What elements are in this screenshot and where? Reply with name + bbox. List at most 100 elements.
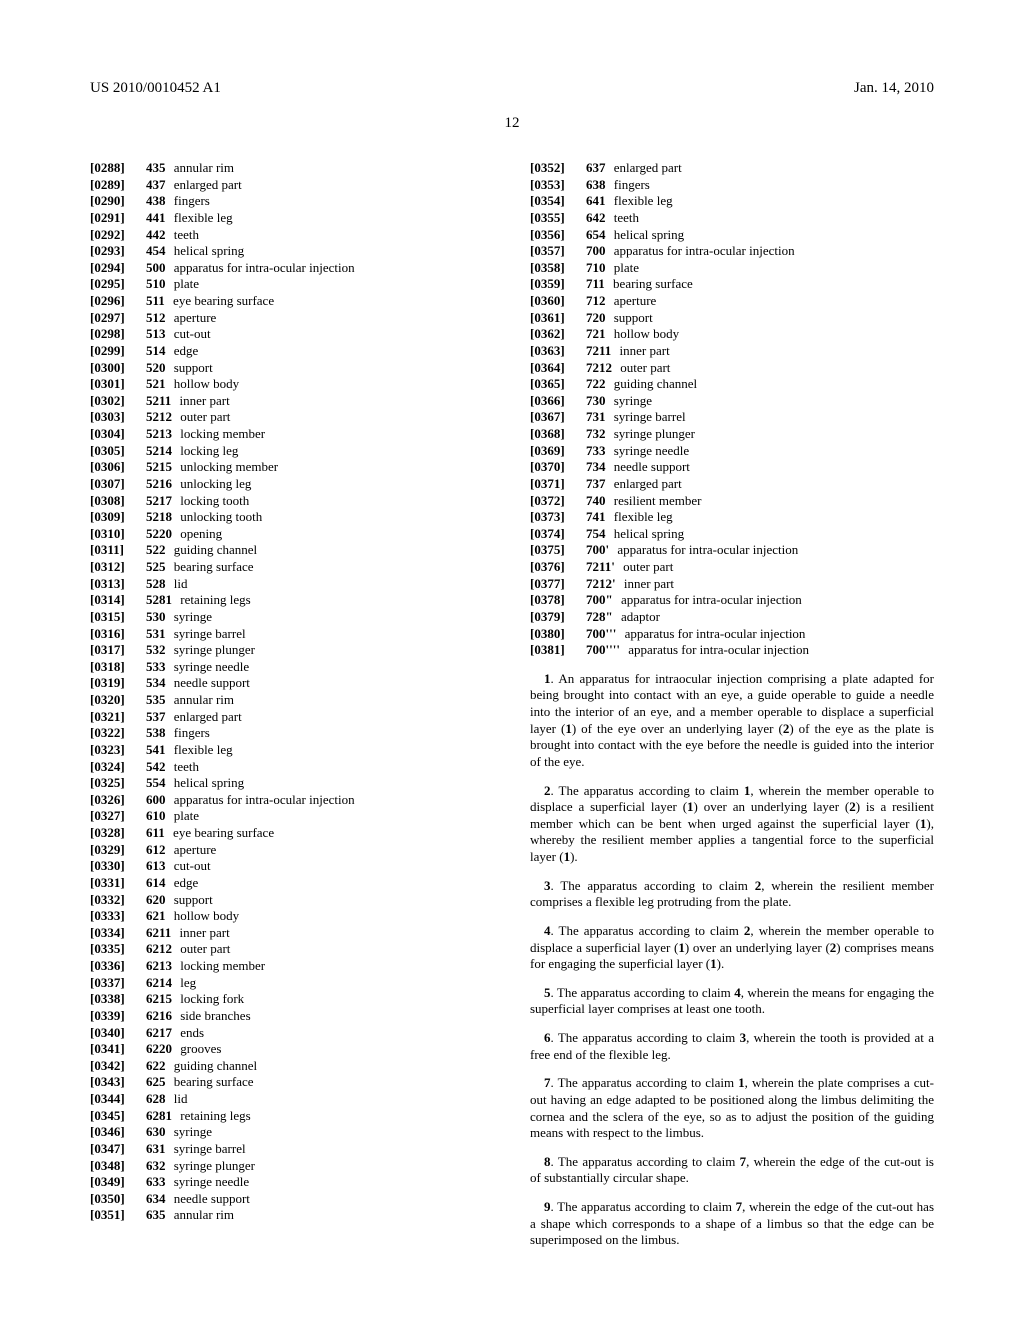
reference-description: plate (611, 260, 640, 275)
reference-number: 513 (146, 326, 166, 341)
reference-description: apparatus for intra-ocular injection (614, 542, 798, 557)
claim-text: . The apparatus according to claim 3, wh… (530, 1030, 934, 1062)
reference-number: 528 (146, 576, 166, 591)
content-columns: [0288]435 annular rim[0289]437 enlarged … (90, 160, 934, 1249)
reference-number: 6220 (146, 1041, 172, 1056)
reference-line: [0325]554 helical spring (90, 775, 494, 792)
paragraph-number: [0335] (90, 941, 146, 958)
reference-text: 633 syringe needle (146, 1174, 249, 1191)
reference-description: side branches (177, 1008, 251, 1023)
claim: 7. The apparatus according to claim 1, w… (530, 1075, 934, 1142)
paragraph-number: [0337] (90, 975, 146, 992)
reference-description: retaining legs (177, 1108, 251, 1123)
publication-date: Jan. 14, 2010 (854, 80, 934, 97)
reference-description: apparatus for intra-ocular injection (171, 792, 355, 807)
claim-text: . The apparatus according to claim 1, wh… (530, 783, 934, 865)
reference-line: [0298]513 cut-out (90, 326, 494, 343)
paragraph-number: [0369] (530, 443, 586, 460)
reference-line: [0322]538 fingers (90, 725, 494, 742)
reference-description: syringe (171, 609, 213, 624)
reference-number: 610 (146, 808, 166, 823)
reference-text: 6216 side branches (146, 1008, 251, 1025)
paragraph-number: [0333] (90, 908, 146, 925)
reference-description: needle support (171, 675, 250, 690)
reference-number: 5214 (146, 443, 172, 458)
reference-line: [0323]541 flexible leg (90, 742, 494, 759)
page-number: 12 (90, 115, 934, 132)
reference-number: 732 (586, 426, 606, 441)
claim-text: . The apparatus according to claim 1, wh… (530, 1075, 934, 1140)
reference-line: [0326]600 apparatus for intra-ocular inj… (90, 792, 494, 809)
reference-number: 712 (586, 293, 606, 308)
reference-description: leg (177, 975, 196, 990)
reference-description: outer part (177, 941, 230, 956)
reference-text: 6215 locking fork (146, 991, 244, 1008)
reference-number: 438 (146, 193, 166, 208)
reference-number: 625 (146, 1074, 166, 1089)
paragraph-number: [0342] (90, 1058, 146, 1075)
reference-description: locking member (177, 958, 265, 973)
reference-line: [0364]7212 outer part (530, 360, 934, 377)
reference-number: 510 (146, 276, 166, 291)
reference-line: [0373]741 flexible leg (530, 509, 934, 526)
paragraph-number: [0359] (530, 276, 586, 293)
reference-text: 720 support (586, 310, 653, 327)
reference-number: 520 (146, 360, 166, 375)
paragraph-number: [0327] (90, 808, 146, 825)
reference-number: 734 (586, 459, 606, 474)
reference-number: 5216 (146, 476, 172, 491)
paragraph-number: [0381] (530, 642, 586, 659)
reference-text: 620 support (146, 892, 213, 909)
reference-line: [0343]625 bearing surface (90, 1074, 494, 1091)
reference-line: [0320]535 annular rim (90, 692, 494, 709)
reference-description: hollow body (611, 326, 680, 341)
paragraph-number: [0289] (90, 177, 146, 194)
reference-description: hollow body (171, 376, 240, 391)
reference-line: [0362]721 hollow body (530, 326, 934, 343)
reference-text: 532 syringe plunger (146, 642, 255, 659)
reference-description: locking tooth (177, 493, 249, 508)
page-header: US 2010/0010452 A1 Jan. 14, 2010 (90, 80, 934, 97)
reference-number: 600 (146, 792, 166, 807)
paragraph-number: [0353] (530, 177, 586, 194)
reference-text: 6212 outer part (146, 941, 230, 958)
reference-description: fingers (171, 725, 210, 740)
reference-line: [0349]633 syringe needle (90, 1174, 494, 1191)
reference-number: 500 (146, 260, 166, 275)
paragraph-number: [0357] (530, 243, 586, 260)
reference-number: 737 (586, 476, 606, 491)
reference-text: 600 apparatus for intra-ocular injection (146, 792, 355, 809)
reference-line: [0331]614 edge (90, 875, 494, 892)
reference-number: 722 (586, 376, 606, 391)
reference-text: 7211' outer part (586, 559, 673, 576)
reference-number: 511 (146, 293, 165, 308)
reference-text: 5216 unlocking leg (146, 476, 251, 493)
reference-text: 722 guiding channel (586, 376, 697, 393)
reference-number: 720 (586, 310, 606, 325)
claim-text: . The apparatus according to claim 7, wh… (530, 1154, 934, 1186)
reference-description: aperture (171, 310, 217, 325)
paragraph-number: [0377] (530, 576, 586, 593)
reference-description: annular rim (171, 692, 235, 707)
reference-text: 710 plate (586, 260, 639, 277)
reference-description: teeth (611, 210, 640, 225)
paragraph-number: [0329] (90, 842, 146, 859)
reference-text: 621 hollow body (146, 908, 239, 925)
paragraph-number: [0315] (90, 609, 146, 626)
reference-text: 632 syringe plunger (146, 1158, 255, 1175)
claim-text: . The apparatus according to claim 4, wh… (530, 985, 934, 1017)
reference-description: guiding channel (611, 376, 698, 391)
reference-description: guiding channel (171, 1058, 258, 1073)
reference-number: 5215 (146, 459, 172, 474)
paragraph-number: [0313] (90, 576, 146, 593)
reference-line: [0333]621 hollow body (90, 908, 494, 925)
reference-text: 5212 outer part (146, 409, 230, 426)
reference-description: syringe needle (171, 659, 250, 674)
paragraph-number: [0374] (530, 526, 586, 543)
reference-description: plate (171, 276, 200, 291)
reference-text: 734 needle support (586, 459, 690, 476)
reference-description: annular rim (171, 1207, 235, 1222)
reference-description: needle support (611, 459, 690, 474)
reference-line: [0299]514 edge (90, 343, 494, 360)
paragraph-number: [0341] (90, 1041, 146, 1058)
